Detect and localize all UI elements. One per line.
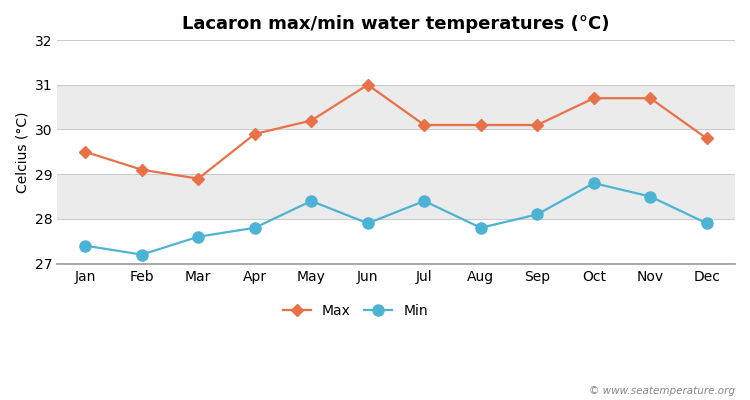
Title: Lacaron max/min water temperatures (°C): Lacaron max/min water temperatures (°C) <box>182 15 610 33</box>
Bar <box>57 219 735 264</box>
Y-axis label: Celcius (°C): Celcius (°C) <box>15 111 29 192</box>
Text: © www.seatemperature.org: © www.seatemperature.org <box>589 386 735 396</box>
Bar <box>57 40 735 85</box>
Bar <box>57 130 735 174</box>
Bar <box>57 85 735 130</box>
Legend: Max, Min: Max, Min <box>278 298 434 324</box>
Bar <box>57 174 735 219</box>
